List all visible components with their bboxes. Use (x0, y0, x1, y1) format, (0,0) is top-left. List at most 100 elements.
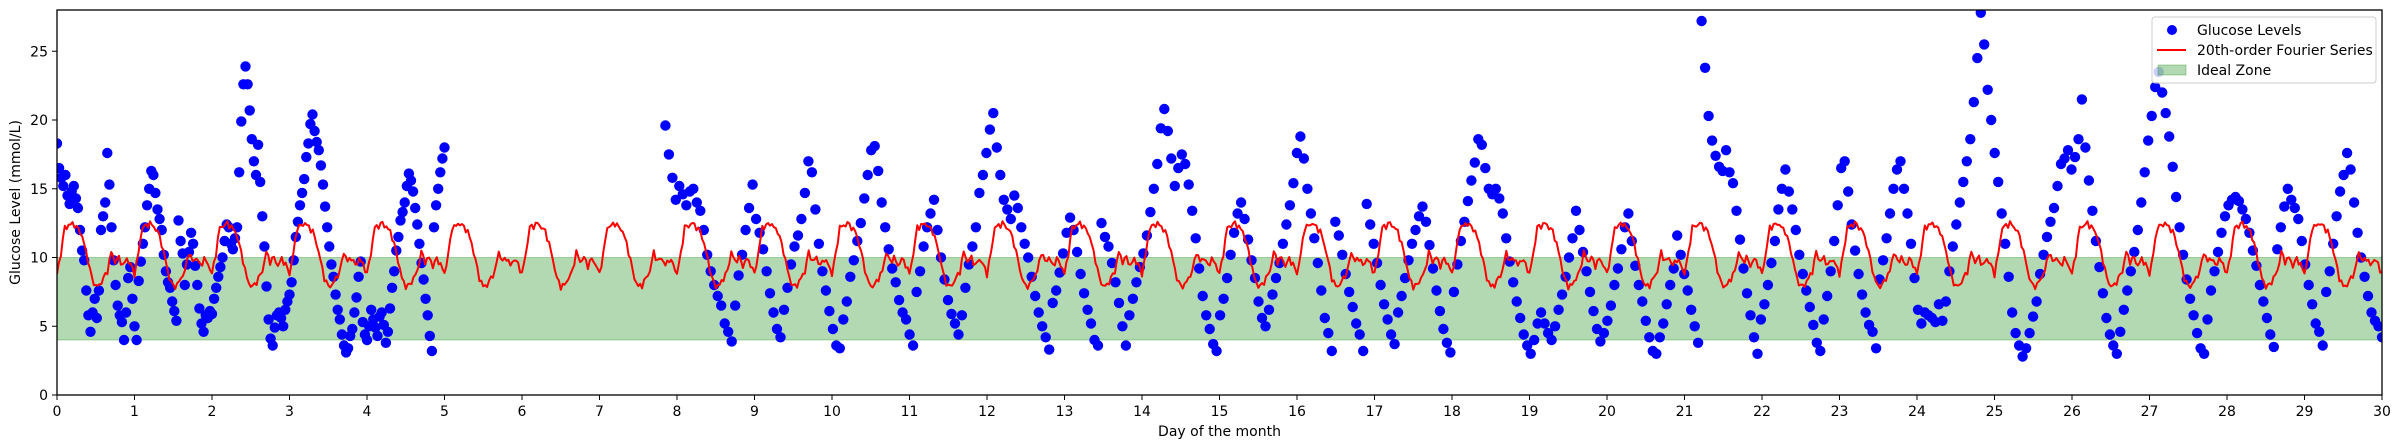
glucose-point (206, 308, 218, 320)
glucose-point (112, 300, 123, 311)
glucose-point (397, 206, 408, 218)
glucose-point (1124, 310, 1135, 321)
glucose-point (349, 307, 360, 318)
glucose-point (953, 329, 964, 340)
x-tick-label: 19 (1521, 404, 1539, 420)
x-tick-label: 18 (1443, 404, 1461, 420)
glucose-point (740, 224, 751, 236)
glucose-point (1187, 205, 1198, 216)
glucose-point (2150, 81, 2161, 93)
glucose-point (1410, 224, 1421, 236)
glucose-point (771, 323, 783, 335)
glucose-point (2373, 321, 2382, 332)
glucose-point (1699, 62, 1711, 73)
glucose-point (1609, 279, 1620, 291)
glucose-point (393, 231, 404, 243)
glucose-point (1005, 213, 1016, 225)
glucose-point (1504, 256, 1515, 267)
glucose-point (198, 326, 209, 337)
glucose-point (1515, 312, 1526, 324)
glucose-point (2164, 131, 2175, 142)
glucose-point (315, 160, 327, 171)
glucose-point (278, 321, 289, 332)
glucose-point (1696, 15, 1707, 27)
glucose-point (433, 183, 444, 194)
glucose-point (1916, 318, 1927, 329)
glucose-point (234, 167, 245, 178)
glucose-point (1640, 315, 1652, 326)
glucose-point (1169, 180, 1181, 192)
glucose-point (2097, 288, 2109, 299)
glucose-point (1099, 231, 1111, 243)
glucose-point (695, 205, 706, 216)
glucose-point (1424, 239, 1435, 251)
glucose-point (1441, 337, 1453, 348)
glucose-point (726, 336, 737, 347)
glucose-point (2334, 186, 2346, 197)
glucose-point (154, 213, 165, 225)
glucose-point (2143, 135, 2154, 146)
glucose-point (370, 322, 381, 333)
glucose-point (1298, 153, 1310, 164)
glucose-point (1815, 345, 1826, 357)
glucose-point (2170, 191, 2182, 203)
glucose-point (227, 244, 239, 255)
glucose-point (1420, 216, 1432, 227)
glucose-point (914, 266, 926, 277)
glucose-point (1710, 150, 1721, 161)
x-tick-label: 25 (1986, 404, 2004, 420)
glucose-point (1176, 149, 1188, 160)
glucose-point (2108, 340, 2119, 351)
glucose-point (2202, 314, 2213, 325)
glucose-point (820, 285, 832, 296)
glucose-point (1082, 304, 1093, 315)
glucose-point (1787, 204, 1798, 215)
glucose-point (280, 304, 291, 315)
glucose-point (2341, 147, 2353, 159)
glucose-point (2233, 195, 2245, 207)
glucose-point (733, 270, 744, 281)
glucose-point (255, 176, 266, 188)
glucose-point (169, 305, 180, 317)
glucose-point (1951, 219, 1962, 230)
glucose-point (880, 222, 891, 233)
glucose-point (1612, 263, 1624, 274)
glucose-point (1682, 285, 1693, 296)
glucose-point (1888, 183, 1899, 194)
glucose-point (1972, 52, 1983, 64)
glucose-point (284, 289, 295, 300)
glucose-point (1968, 96, 1980, 108)
glucose-point (1019, 238, 1030, 249)
glucose-point (1986, 114, 1997, 126)
glucose-point (334, 314, 345, 325)
glucose-point (1783, 186, 1795, 197)
glucose-point (2296, 235, 2307, 247)
glucose-point (213, 271, 224, 282)
glucose-point (91, 312, 103, 324)
glucose-point (1958, 176, 1969, 188)
glucose-point (988, 107, 999, 119)
legend: Glucose Levels 20th-order Fourier Series… (2151, 16, 2377, 84)
glucose-point (775, 332, 786, 343)
glucose-point (2205, 285, 2217, 296)
glucose-point (286, 277, 297, 288)
glucose-point (2076, 94, 2088, 105)
glucose-point (2265, 329, 2276, 340)
glucose-point (2157, 87, 2168, 98)
glucose-point (1598, 327, 1610, 339)
glucose-point (160, 266, 172, 277)
glucose-point (2017, 351, 2028, 362)
glucose-point (810, 204, 821, 215)
glucose-point (179, 279, 190, 291)
glucose-point (1745, 310, 1756, 321)
x-tick-label: 9 (750, 404, 759, 420)
glucose-point (301, 151, 312, 163)
glucose-point (1267, 289, 1278, 300)
glucose-point (1940, 296, 1952, 307)
glucose-point (242, 79, 253, 90)
glucose-point (667, 172, 678, 183)
glucose-point (1392, 307, 1404, 318)
glucose-point (1120, 340, 1132, 351)
glucose-point (190, 260, 201, 271)
glucose-point (803, 156, 814, 167)
